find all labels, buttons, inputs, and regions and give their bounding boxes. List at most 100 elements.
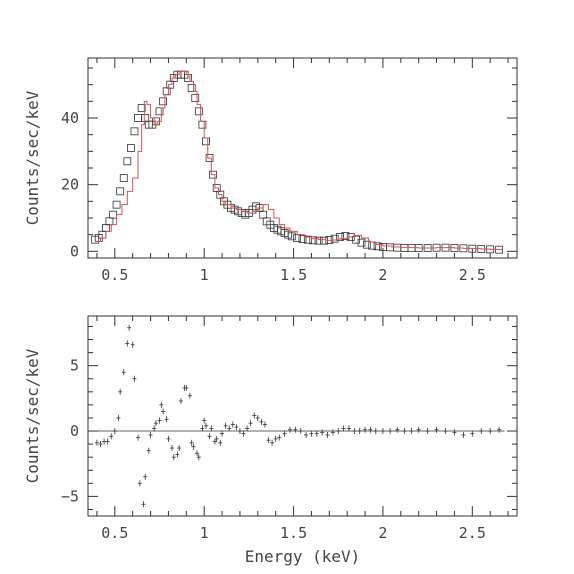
residual-point — [127, 324, 132, 331]
residual-panel: 0.5 1 1.5 2 2.5 −5 0 5 Counts/sec/keV Energy (keV… — [23, 315, 518, 566]
residual-point — [248, 420, 253, 427]
data-point — [116, 187, 125, 196]
residual-point — [380, 428, 385, 435]
data-point — [205, 154, 214, 162]
residual-point — [425, 428, 430, 435]
residual-point — [273, 435, 278, 442]
residual-point — [105, 438, 110, 445]
residual-point — [218, 439, 223, 446]
data-point — [127, 144, 135, 152]
residual-point — [336, 428, 341, 435]
residual-point — [202, 417, 207, 424]
bottom-x-axis-title: Energy (keV) — [245, 547, 361, 566]
residual-point — [137, 480, 142, 487]
residual-point — [170, 445, 175, 452]
residual-point — [203, 422, 208, 429]
residual-point — [214, 435, 219, 442]
data-point — [159, 97, 167, 106]
data-point — [209, 170, 218, 179]
residual-point — [164, 416, 169, 423]
residual-point — [304, 431, 309, 438]
top-x-tick-label: 1 — [200, 266, 209, 284]
residual-point — [346, 425, 351, 432]
residual-point — [223, 422, 228, 429]
residual-point — [195, 450, 200, 457]
residual-point — [175, 451, 180, 458]
residual-point — [157, 417, 162, 424]
residual-point — [452, 429, 457, 436]
data-point — [119, 174, 128, 182]
residual-point — [132, 375, 137, 382]
residual-point — [230, 421, 235, 428]
residual-point — [402, 428, 407, 435]
data-point — [134, 114, 142, 122]
data-point — [101, 224, 110, 232]
bottom-y-tick-label: −5 — [61, 487, 79, 505]
residual-point — [141, 501, 146, 508]
residual-point — [209, 425, 214, 432]
data-point — [109, 210, 117, 219]
residual-point — [241, 430, 246, 437]
data-point — [105, 217, 114, 226]
data-point — [191, 94, 200, 102]
data-point — [162, 87, 171, 96]
data-point — [341, 232, 350, 240]
data-point — [155, 107, 164, 116]
bottom-x-tick-label: 1.5 — [280, 524, 307, 542]
residual-point — [152, 425, 157, 432]
residual-point — [148, 431, 153, 438]
top-y-tick-label: 20 — [61, 176, 79, 194]
residual-point — [178, 397, 183, 404]
residual-point — [102, 438, 107, 445]
top-x-tick-label: 0.5 — [101, 266, 128, 284]
top-y-tick-label: 40 — [61, 109, 79, 127]
residual-point — [136, 434, 141, 441]
residual-point — [298, 428, 303, 435]
residual-point — [293, 426, 298, 433]
bottom-x-tick-label: 1 — [200, 524, 209, 542]
data-point — [400, 244, 409, 252]
residual-point — [409, 428, 414, 435]
residual-point — [161, 408, 166, 415]
residual-point — [330, 429, 335, 436]
residual-point — [416, 426, 421, 433]
top-panel: 0.5 1 1.5 2 2.5 0 20 40 Counts/sec/keV — [23, 57, 518, 284]
model-spectrum-line — [95, 70, 503, 251]
data-point — [314, 236, 323, 245]
residual-point — [470, 430, 475, 437]
residual-point — [234, 424, 239, 431]
residual-point — [434, 426, 439, 433]
residual-point — [177, 445, 182, 452]
residual-point — [98, 441, 103, 448]
residual-point — [191, 443, 196, 450]
data-point — [194, 107, 203, 116]
data-point — [330, 234, 339, 243]
residual-point — [130, 341, 135, 348]
data-point — [287, 232, 296, 241]
data-point — [259, 210, 268, 219]
top-plot-frame — [87, 57, 518, 259]
residual-point — [287, 426, 292, 433]
bottom-x-tick-label: 0.5 — [101, 524, 128, 542]
residual-point — [443, 428, 448, 435]
residual-point — [121, 369, 126, 376]
data-point — [393, 243, 402, 252]
residual-point — [116, 414, 121, 421]
top-x-tick-label: 2 — [378, 266, 387, 284]
residual-point — [395, 426, 400, 433]
residual-point — [320, 429, 325, 436]
residual-point — [497, 426, 502, 433]
residual-point — [314, 430, 319, 437]
data-point — [137, 104, 146, 112]
residual-point — [153, 420, 158, 427]
residual-point — [341, 425, 346, 432]
residual-point — [368, 426, 373, 433]
bottom-x-tick-label: 2 — [378, 524, 387, 542]
residual-point — [109, 433, 114, 440]
residual-point — [325, 431, 330, 438]
top-x-tick-label: 1.5 — [280, 266, 307, 284]
top-x-tick-label: 2.5 — [459, 266, 486, 284]
residual-point — [125, 340, 130, 347]
residual-point — [212, 438, 217, 445]
residual-point — [112, 428, 117, 435]
